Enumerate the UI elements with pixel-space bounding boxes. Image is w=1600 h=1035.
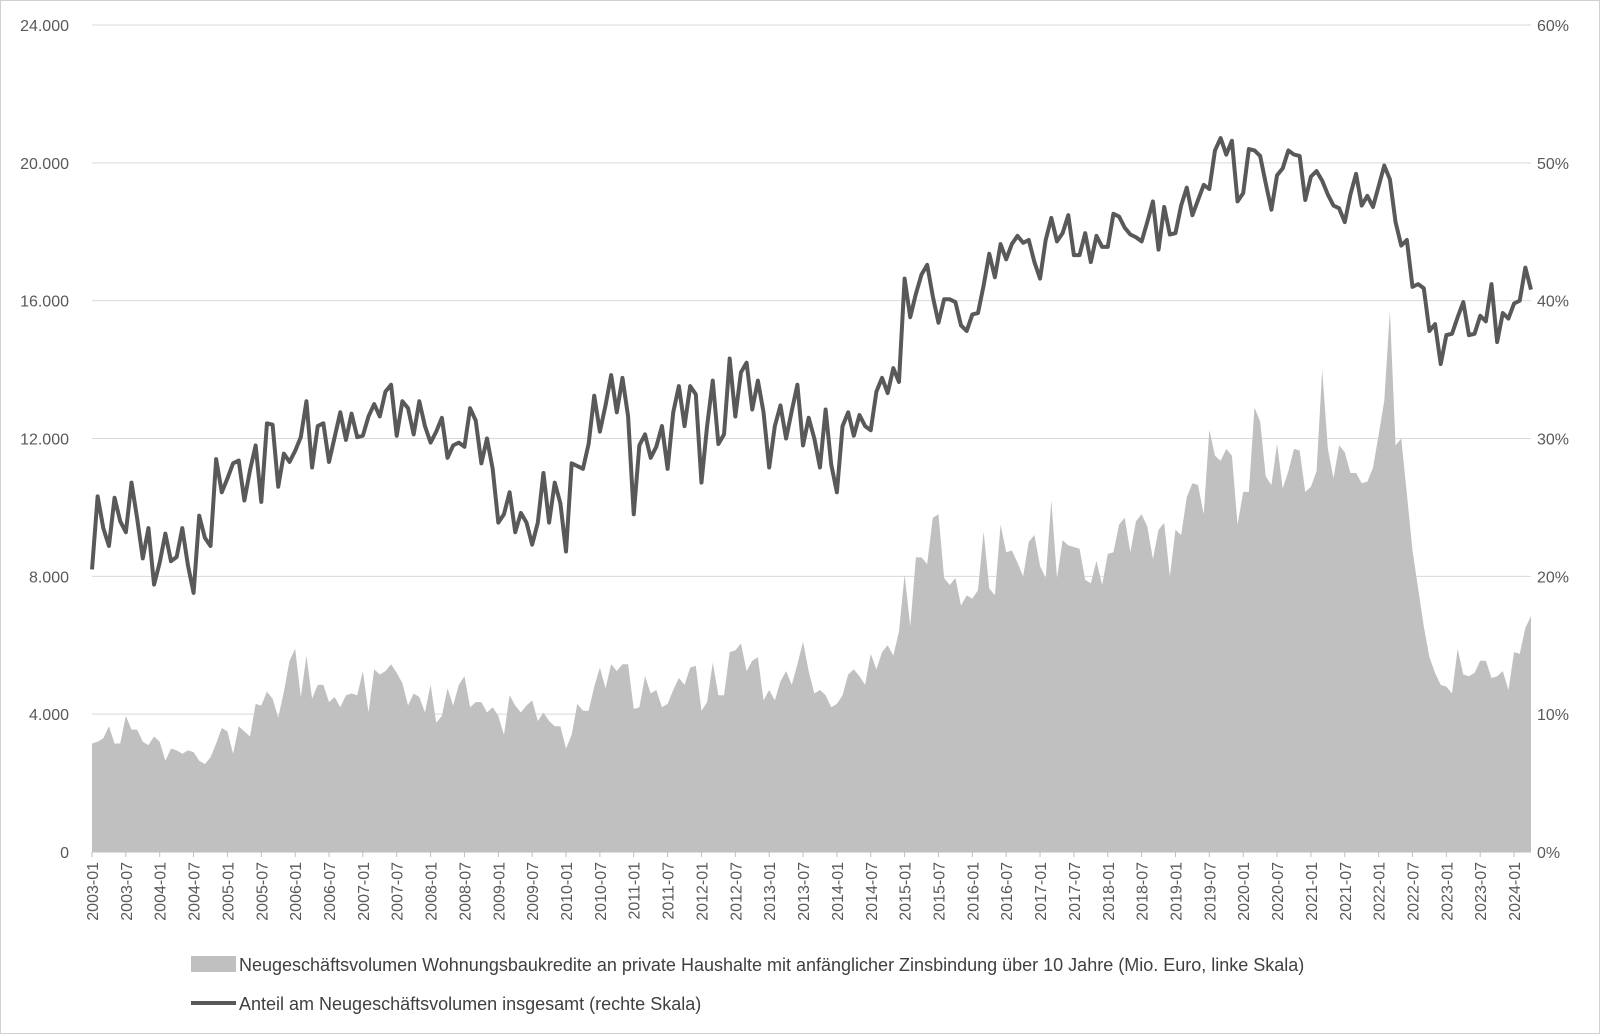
- x-tick-label: 2015-07: [931, 862, 948, 921]
- x-tick-label: 2022-01: [1372, 862, 1389, 921]
- x-tick-label: 2019-07: [1202, 862, 1219, 921]
- x-tick-label: 2010-01: [559, 862, 576, 921]
- right-tick-label: 40%: [1537, 294, 1569, 311]
- x-tick-label: 2022-07: [1405, 862, 1422, 921]
- left-tick-label: 12.000: [20, 432, 69, 449]
- x-tick-label: 2023-07: [1473, 862, 1490, 921]
- right-tick-label: 20%: [1537, 569, 1569, 586]
- right-tick-label: 50%: [1537, 156, 1569, 173]
- x-tick-label: 2016-07: [999, 862, 1016, 921]
- x-tick-label: 2005-01: [220, 862, 237, 921]
- legend-label-area: Neugeschäftsvolumen Wohnungsbaukredite a…: [239, 955, 1304, 975]
- left-tick-label: 4.000: [29, 707, 69, 724]
- x-tick-label: 2010-07: [593, 862, 610, 921]
- x-tick-label: 2011-01: [627, 862, 644, 920]
- x-tick-label: 2021-01: [1304, 862, 1321, 921]
- area-series-volume: [92, 311, 1531, 852]
- x-tick-label: 2020-01: [1236, 862, 1253, 921]
- right-tick-label: 30%: [1537, 432, 1569, 449]
- x-tick-label: 2006-01: [288, 862, 305, 921]
- x-tick-label: 2018-07: [1135, 862, 1152, 921]
- x-tick-label: 2015-01: [898, 862, 915, 921]
- x-tick-label: 2019-01: [1168, 862, 1185, 921]
- left-tick-label: 8.000: [29, 569, 69, 586]
- x-tick-label: 2008-01: [424, 862, 441, 921]
- x-tick-label: 2007-07: [390, 862, 407, 921]
- x-tick-label: 2013-07: [796, 862, 813, 921]
- legend-swatch-area: [191, 956, 236, 972]
- x-tick-label: 2024-01: [1507, 862, 1524, 921]
- x-tick-label: 2009-07: [525, 862, 542, 921]
- right-tick-label: 60%: [1537, 18, 1569, 35]
- x-tick-label: 2023-01: [1439, 862, 1456, 921]
- x-tick-label: 2004-07: [187, 862, 204, 921]
- legend: Neugeschäftsvolumen Wohnungsbaukredite a…: [191, 955, 1304, 1014]
- x-tick-label: 2003-07: [119, 862, 136, 921]
- left-tick-label: 16.000: [20, 294, 69, 311]
- x-tick-label: 2011-07: [661, 862, 678, 920]
- x-tick-label: 2014-07: [864, 862, 881, 921]
- x-tick-label: 2013-01: [762, 862, 779, 921]
- x-tick-label: 2014-01: [830, 862, 847, 921]
- line-series-share: [90, 136, 1533, 595]
- x-tick-label: 2006-07: [322, 862, 339, 921]
- x-tick-label: 2017-01: [1033, 862, 1050, 921]
- left-tick-label: 0: [60, 845, 69, 862]
- x-tick-label: 2017-07: [1067, 862, 1084, 921]
- x-tick-label: 2005-07: [254, 862, 271, 921]
- x-tick-label: 2003-01: [85, 862, 102, 921]
- left-axis-ticks: 0 4.000 8.000 12.000 16.000 20.000 24.000: [20, 18, 69, 862]
- left-tick-label: 24.000: [20, 18, 69, 35]
- x-tick-label: 2012-01: [694, 862, 711, 921]
- x-tick-label: 2012-07: [728, 862, 745, 921]
- x-tick-label: 2009-01: [491, 862, 508, 921]
- x-tick-label: 2004-01: [153, 862, 170, 921]
- x-axis-ticks: 2003-01 2003-07 2004-01 2004-07 2005-01 2005-…: [85, 852, 1524, 921]
- right-axis-ticks: 0% 10% 20% 30% 40% 50% 60%: [1537, 18, 1569, 862]
- x-tick-label: 2018-01: [1101, 862, 1118, 921]
- x-tick-label: 2007-01: [356, 862, 373, 921]
- x-tick-label: 2021-07: [1338, 862, 1355, 921]
- left-tick-label: 20.000: [20, 156, 69, 173]
- x-tick-label: 2016-01: [965, 862, 982, 921]
- x-tick-label: 2020-07: [1270, 862, 1287, 921]
- x-tick-label: 2008-07: [457, 862, 474, 921]
- right-tick-label: 10%: [1537, 707, 1569, 724]
- right-tick-label: 0%: [1537, 845, 1560, 862]
- legend-label-line: Anteil am Neugeschäftsvolumen insgesamt …: [239, 994, 701, 1014]
